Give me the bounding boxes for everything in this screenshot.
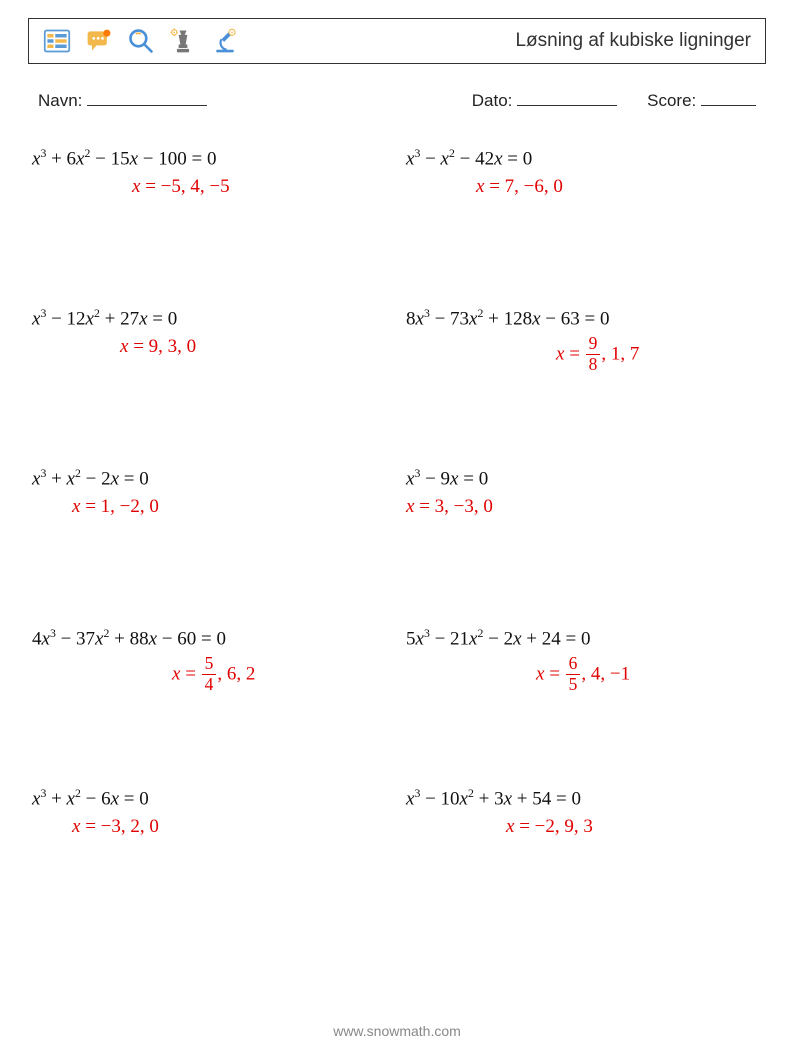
equation-text: x3 + x2 − 2x = 0: [32, 467, 388, 490]
score-label: Score:: [647, 91, 696, 110]
problem-cell: x3 − 10x2 + 3x + 54 = 0 x = −2, 9, 3: [402, 785, 766, 945]
problems-grid: x3 + 6x2 − 15x − 100 = 0x = −5, 4, −5x3 …: [28, 145, 766, 945]
equation-text: x3 − x2 − 42x = 0: [406, 147, 762, 170]
date-blank[interactable]: [517, 88, 617, 106]
header-icons: [43, 27, 239, 55]
magnifier-icon: [127, 27, 155, 55]
equation-text: 5x3 − 21x2 − 2x + 24 = 0: [406, 627, 762, 650]
equation-text: x3 + x2 − 6x = 0: [32, 787, 388, 810]
answer-text: x = 1, −2, 0: [32, 496, 388, 518]
header-bar: Løsning af kubiske ligninger: [28, 18, 766, 64]
score-field: Score:: [647, 88, 756, 111]
chat-icon: [85, 27, 113, 55]
equation-text: 8x3 − 73x2 + 128x − 63 = 0: [406, 307, 762, 330]
answer-text: x = 65, 4, −1: [406, 656, 762, 694]
worksheet-title: Løsning af kubiske ligninger: [515, 30, 751, 52]
equation-text: x3 − 9x = 0: [406, 467, 762, 490]
name-label: Navn:: [38, 91, 82, 110]
equation-text: 4x3 − 37x2 + 88x − 60 = 0: [32, 627, 388, 650]
name-blank[interactable]: [87, 88, 207, 106]
microscope-icon: [211, 27, 239, 55]
answer-text: x = −5, 4, −5: [32, 176, 388, 198]
meta-row: Navn: Dato: Score:: [38, 88, 756, 111]
footer-url: www.snowmath.com: [0, 1023, 794, 1039]
chess-icon: [169, 27, 197, 55]
problem-cell: x3 + 6x2 − 15x − 100 = 0 x = −5, 4, −5: [28, 145, 392, 305]
answer-text: x = 9, 3, 0: [32, 336, 388, 358]
equation-text: x3 − 10x2 + 3x + 54 = 0: [406, 787, 762, 810]
problem-cell: x3 − 12x2 + 27x = 0 x = 9, 3, 0: [28, 305, 392, 465]
date-label: Dato:: [472, 91, 513, 110]
answer-text: x = 54, 6, 2: [32, 656, 388, 694]
answer-text: x = 7, −6, 0: [406, 176, 762, 198]
name-field: Navn:: [38, 88, 207, 111]
equation-text: x3 − 12x2 + 27x = 0: [32, 307, 388, 330]
problem-cell: x3 + x2 − 2x = 0 x = 1, −2, 0: [28, 465, 392, 625]
answer-text: x = 98, 1, 7: [406, 336, 762, 374]
worksheet-page: Løsning af kubiske ligninger Navn: Dato:…: [0, 0, 794, 1053]
equation-text: x3 + 6x2 − 15x − 100 = 0: [32, 147, 388, 170]
answer-text: x = −3, 2, 0: [32, 816, 388, 838]
spreadsheet-icon: [43, 27, 71, 55]
problem-cell: x3 − 9x = 0 x = 3, −3, 0: [402, 465, 766, 625]
score-blank[interactable]: [701, 88, 756, 106]
answer-text: x = 3, −3, 0: [406, 496, 762, 518]
date-field: Dato:: [472, 88, 617, 111]
problem-cell: x3 − x2 − 42x = 0 x = 7, −6, 0: [402, 145, 766, 305]
problem-cell: 4x3 − 37x2 + 88x − 60 = 0 x = 54, 6, 2: [28, 625, 392, 785]
problem-cell: 5x3 − 21x2 − 2x + 24 = 0 x = 65, 4, −1: [402, 625, 766, 785]
problem-cell: 8x3 − 73x2 + 128x − 63 = 0 x = 98, 1, 7: [402, 305, 766, 465]
problem-cell: x3 + x2 − 6x = 0 x = −3, 2, 0: [28, 785, 392, 945]
answer-text: x = −2, 9, 3: [406, 816, 762, 838]
